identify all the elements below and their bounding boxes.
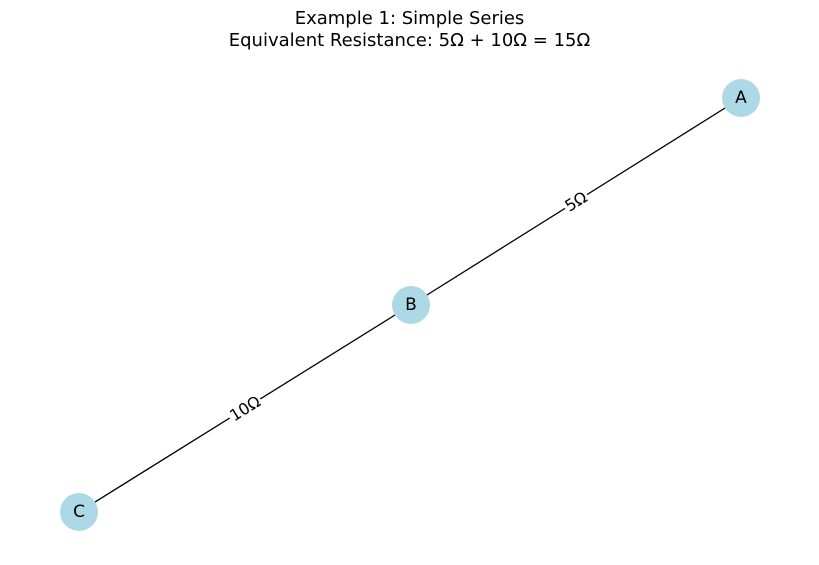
edge-label: 5Ω <box>561 187 590 215</box>
nodes-layer: A B C <box>60 79 760 531</box>
edge-label-group: 5Ω <box>559 186 593 217</box>
node-A: A <box>722 79 760 117</box>
node-circle <box>392 286 430 324</box>
edge-B-C: 10Ω <box>78 304 412 513</box>
node-circle <box>60 493 98 531</box>
node-circle <box>722 79 760 117</box>
edge-label-background <box>224 390 266 427</box>
node-label: A <box>735 88 747 108</box>
title-line-1: Example 1: Simple Series <box>294 8 525 29</box>
diagram-title: Example 1: Simple Series Equivalent Resi… <box>0 8 819 52</box>
node-C: C <box>60 493 98 531</box>
node-label: B <box>405 295 417 315</box>
node-B: B <box>392 286 430 324</box>
edge-label-background <box>559 186 593 217</box>
title-line-2: Equivalent Resistance: 5Ω + 10Ω = 15Ω <box>228 30 591 51</box>
node-label: C <box>73 502 85 522</box>
edge-label-group: 10Ω <box>224 390 266 427</box>
edge-A-B: 5Ω <box>410 97 742 306</box>
